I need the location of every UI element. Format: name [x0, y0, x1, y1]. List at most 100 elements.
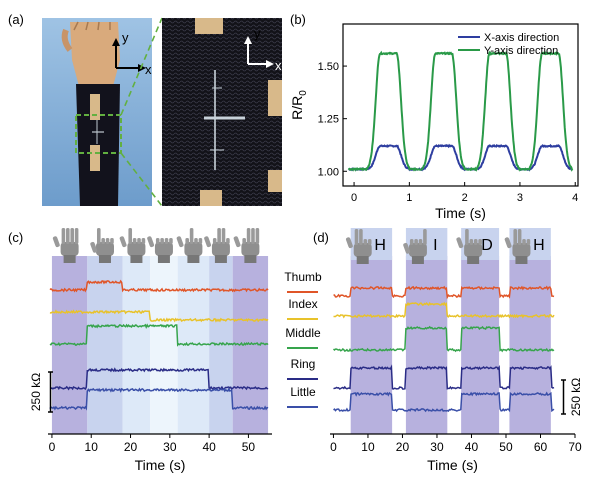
finger [217, 228, 221, 244]
finger [61, 228, 66, 244]
series-line-index [49, 309, 269, 323]
thumb [52, 236, 60, 248]
finger [363, 239, 368, 245]
x-tick-label: 30 [430, 440, 444, 454]
palm [184, 242, 203, 256]
finger [221, 228, 226, 244]
y-axis-title-sub: 0 [298, 90, 309, 96]
x-tick-label: 0 [330, 440, 337, 454]
axis-y-label-right: y [254, 26, 261, 41]
finger-legend: Thumb Index Middle Ring Little [284, 270, 322, 408]
finger [367, 239, 372, 245]
x-tick-label: 20 [124, 440, 138, 454]
gesture-letter: H [533, 237, 545, 254]
thumb [90, 241, 98, 253]
finger [66, 228, 70, 244]
x-tick-label: 10 [361, 440, 375, 454]
palm [60, 242, 79, 256]
x-axis-title: Time (s) [435, 205, 486, 221]
palm [408, 243, 427, 257]
y-tick-label: 1.50 [318, 61, 339, 73]
finger [105, 238, 110, 244]
finger [70, 228, 75, 244]
thumb [204, 236, 212, 248]
series-line-middle [49, 323, 269, 347]
finger [194, 238, 198, 244]
wrist [467, 256, 480, 264]
x-tick-label: 20 [396, 440, 410, 454]
series-line-little [333, 391, 555, 413]
y-tick-label: 1.25 [318, 114, 339, 126]
y-tick-label: 1.00 [318, 166, 339, 178]
thumb [345, 237, 353, 249]
x-tick-label: 2 [462, 192, 468, 204]
x-tick-label: 40 [465, 440, 479, 454]
arm-photo: y x [42, 18, 152, 206]
gesture-window-band [509, 256, 551, 434]
panel-label-d: (d) [313, 230, 329, 245]
hand-gesture-icon [119, 228, 146, 263]
panel-d: (d) H I D H 0 10 20 30 40 50 60 70 Time (s) 250 kΩ [313, 228, 583, 473]
scale-bar-label: 250 kΩ [569, 378, 583, 416]
finger [414, 239, 418, 245]
finger [110, 238, 114, 244]
finger [164, 238, 169, 244]
palm [353, 243, 372, 257]
series-line-y-axis [347, 50, 574, 172]
finger [469, 239, 474, 245]
finger [251, 228, 255, 244]
finger [226, 238, 230, 244]
x-tick-label: 50 [499, 440, 513, 454]
wrist [244, 255, 257, 263]
x-tick-label: 1 [406, 192, 412, 204]
scale-bar-label: 250 kΩ [29, 373, 43, 411]
hand-gesture-icon [403, 229, 427, 264]
scale-bar [48, 371, 53, 413]
series-line-little [49, 387, 269, 411]
hand-gesture-icon [147, 236, 173, 263]
palm [512, 243, 531, 257]
panel-label-a: (a) [8, 12, 24, 27]
series-line-x-axis [348, 143, 573, 172]
thumb [504, 237, 512, 249]
wrist [187, 255, 200, 263]
series-line-middle [332, 325, 555, 353]
x-tick-label: 10 [85, 440, 99, 454]
coordinate-axes-left: y x [112, 30, 152, 77]
zoom-connector-bottom [120, 152, 163, 207]
finger [517, 229, 522, 245]
wrist [130, 255, 143, 263]
hand-gesture-icon [176, 228, 203, 263]
finger [242, 238, 246, 244]
legend-label-little: Little [290, 385, 316, 399]
finger [418, 239, 423, 245]
legend-label: X-axis direction [484, 32, 559, 44]
palm [211, 242, 230, 256]
finger [137, 238, 141, 244]
x-tick-label: 60 [534, 440, 548, 454]
hand-gesture-icon [456, 229, 483, 264]
finger [185, 238, 190, 244]
panel-c: (c) 0 10 20 30 40 50 Time (s) 250 kΩ [8, 228, 272, 473]
x-tick-label: 30 [163, 440, 177, 454]
x-tick-label: 0 [351, 192, 357, 204]
x-tick-label: 4 [572, 192, 578, 204]
thumb [403, 242, 411, 254]
hand-gesture-icon [345, 229, 372, 264]
panel-a: (a) y x [8, 12, 282, 207]
finger [354, 229, 359, 245]
zoom-connector-top [120, 17, 163, 116]
wrist [214, 255, 227, 263]
series-line-index [333, 301, 555, 319]
axis-y-label-left: y [122, 30, 129, 45]
finger [212, 238, 217, 244]
finger [359, 229, 363, 245]
palm [95, 242, 114, 256]
time-segment-band [87, 256, 123, 434]
hand-gesture-icon [233, 228, 260, 263]
finger [423, 229, 427, 245]
sensor-zoom-photo: y x [162, 18, 282, 206]
legend-label-thumb: Thumb [284, 270, 322, 284]
x-tick-label: 70 [568, 440, 582, 454]
